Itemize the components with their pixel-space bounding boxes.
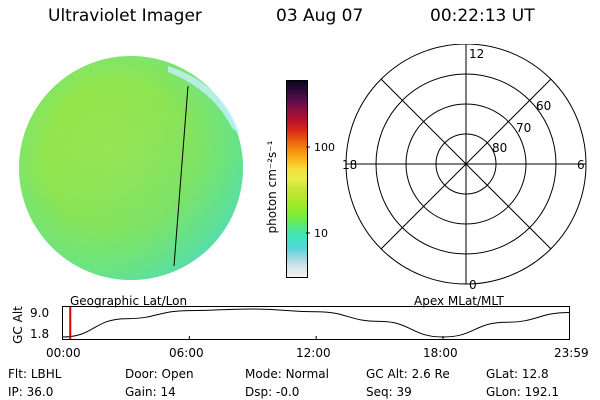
colorbar-ticks: 100 10 — [306, 141, 335, 240]
seq-value: 39 — [396, 385, 412, 399]
terminator-line — [173, 85, 189, 267]
colorbar-fill — [287, 81, 307, 277]
flt-row: Flt: LBHL — [8, 367, 62, 381]
orbit-xtick-1: 06:00 — [169, 346, 204, 360]
orbit-ytick-top: 9.0 — [30, 306, 50, 320]
gcalt-value: 2.6 Re — [411, 367, 450, 381]
ip-value: 36.0 — [26, 385, 54, 399]
mode-value: Normal — [285, 367, 329, 381]
flt-value: LBHL — [30, 367, 62, 381]
door-value: Open — [161, 367, 194, 381]
gcalt-row: GC Alt: 2.6 Re — [366, 367, 450, 381]
dayside-glow — [168, 66, 240, 134]
uv-image-panel — [19, 56, 243, 280]
colorbar — [286, 80, 308, 278]
orbit-ytick-bottom: 1.8 — [30, 327, 50, 341]
orbit-xtick-0: 00:00 — [46, 346, 81, 360]
mlt-label-0: 0 — [469, 278, 477, 292]
date-label: 03 Aug 07 — [276, 6, 364, 26]
glat-row: GLat: 12.8 — [486, 367, 549, 381]
dsp-row: Dsp: -0.0 — [245, 385, 300, 399]
seq-row: Seq: 39 — [366, 385, 412, 399]
gain-row: Gain: 14 — [125, 385, 176, 399]
mlt-label-18: 18 — [342, 158, 357, 172]
polar-plot: 12 6 0 18 60 70 80 — [342, 44, 587, 292]
orbit-altitude-line — [62, 308, 570, 338]
glat-value: 12.8 — [521, 367, 549, 381]
colorbar-label: photon cm⁻²s⁻¹ — [265, 140, 279, 234]
glon-value: 192.1 — [524, 385, 559, 399]
dsp-value: -0.0 — [275, 385, 300, 399]
colorbar-tick-label-10: 10 — [314, 227, 328, 240]
glon-row: GLon: 192.1 — [486, 385, 559, 399]
time-label: 00:22:13 UT — [430, 6, 535, 26]
ip-row: IP: 36.0 — [8, 385, 54, 399]
mode-row: Mode: Normal — [245, 367, 329, 381]
orbit-xtick-4: 23:59 — [554, 346, 589, 360]
lat-label-70: 70 — [516, 121, 531, 135]
door-row: Door: Open — [125, 367, 194, 381]
orbit-ylabel: GC Alt — [11, 306, 25, 344]
gain-value: 14 — [160, 385, 176, 399]
orbit-xtick-2: 12:00 — [296, 346, 331, 360]
lat-label-60: 60 — [536, 99, 551, 113]
earth-disk-limb — [19, 56, 243, 280]
instrument-title: Ultraviolet Imager — [48, 6, 202, 26]
polar-diagonal-2 — [380, 78, 552, 250]
orbit-plot — [62, 306, 570, 340]
lat-label-80: 80 — [492, 141, 507, 155]
colorbar-tick-label-100: 100 — [314, 141, 335, 154]
mlt-label-12: 12 — [469, 47, 484, 61]
polar-plot-label: Apex MLat/MLT — [414, 294, 504, 308]
mlt-label-6: 6 — [577, 158, 585, 172]
orbit-xtick-3: 18:00 — [423, 346, 458, 360]
image-panel-label: Geographic Lat/Lon — [70, 294, 188, 308]
